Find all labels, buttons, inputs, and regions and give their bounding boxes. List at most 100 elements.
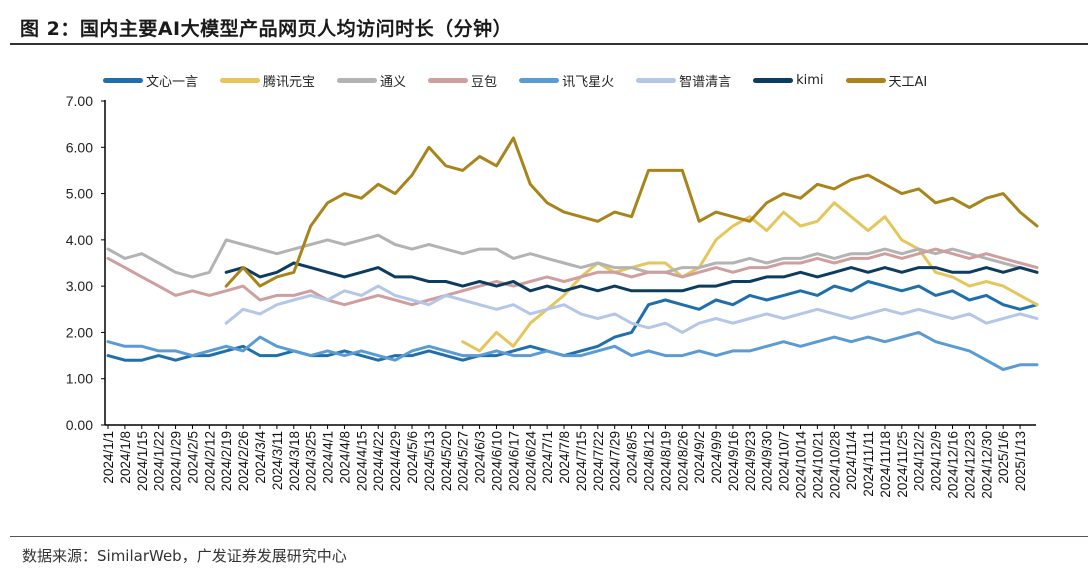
x-tick-label: 2024/4/8	[337, 431, 352, 484]
legend-item: 文心一言	[103, 71, 198, 90]
x-tick-label: 2024/2/26	[236, 431, 251, 491]
x-tick-label: 2024/9/16	[726, 431, 741, 491]
y-tick-label: 1.00	[66, 371, 93, 387]
x-tick-label: 2024/6/24	[523, 431, 538, 492]
x-tick-label: 2024/4/1	[321, 431, 336, 484]
y-tick-label: 6.00	[66, 139, 93, 155]
x-tick-label: 2024/11/25	[895, 431, 910, 498]
legend-label: kimi	[796, 73, 824, 88]
x-tick-label: 2024/1/8	[118, 431, 133, 484]
legend-swatch	[220, 78, 261, 83]
x-tick-label: 2024/2/5	[185, 431, 200, 484]
series-line-kimi	[224, 261, 1039, 293]
x-tick-label: 2024/12/30	[979, 431, 994, 499]
legend-label: 豆包	[471, 75, 498, 90]
x-tick-label: 2024/11/18	[878, 431, 893, 498]
legend-item: 天工AI	[845, 71, 928, 90]
legend-swatch	[753, 78, 794, 83]
x-tick-label: 2024/6/10	[489, 431, 504, 491]
x-tick-label: 2024/5/6	[405, 431, 420, 484]
x-tick-label: 2024/11/11	[861, 431, 876, 497]
figure-title: 图 2：国内主要AI大模型产品网页人均访问时长（分钟）	[20, 18, 513, 40]
x-tick-label: 2024/5/27	[456, 431, 471, 491]
x-tick-label: 2024/9/23	[743, 431, 758, 491]
series-line-豆包	[106, 247, 1039, 307]
x-tick-label: 2024/4/29	[388, 431, 403, 491]
y-tick-label: 7.00	[66, 93, 93, 109]
legend-swatch	[337, 78, 378, 83]
x-tick-label: 2024/9/30	[760, 431, 775, 491]
y-tick-label: 0.00	[66, 417, 93, 433]
x-tick-label: 2024/8/5	[625, 431, 640, 484]
x-tick-label: 2024/10/28	[827, 431, 842, 499]
x-tick-label: 2024/12/23	[962, 431, 977, 499]
legend-label: 天工AI	[888, 75, 928, 90]
x-tick-label: 2024/1/15	[135, 431, 150, 491]
x-tick-label: 2024/9/2	[692, 431, 707, 484]
x-tick-label: 2024/3/18	[287, 431, 302, 491]
y-tick-label: 2.00	[66, 324, 93, 340]
legend-item: kimi	[753, 71, 824, 90]
legend-swatch	[428, 78, 469, 83]
legend-item: 通义	[337, 71, 406, 90]
x-tick-label: 2024/8/12	[641, 431, 656, 491]
legend-item: 智谱清言	[636, 71, 731, 90]
x-tick-label: 2024/2/19	[219, 431, 234, 491]
series-line-天工AI	[224, 136, 1039, 288]
x-tick-label: 2024/1/22	[152, 431, 167, 491]
title-divider	[10, 43, 1088, 45]
x-tick-label: 2024/10/7	[777, 431, 792, 491]
legend-item: 豆包	[428, 71, 497, 90]
x-tick-label: 2024/3/4	[253, 431, 268, 484]
x-tick-label: 2024/5/20	[439, 431, 454, 491]
x-tick-label: 2024/2/12	[202, 431, 217, 491]
x-tick-label: 2024/7/8	[557, 431, 572, 484]
x-tick-label: 2024/12/9	[929, 431, 944, 491]
x-tick-label: 2024/12/2	[912, 431, 927, 491]
x-tick-label: 2024/3/11	[270, 431, 285, 490]
x-tick-label: 2024/6/3	[473, 431, 488, 484]
x-tick-label: 2024/12/16	[946, 431, 961, 499]
legend-label: 通义	[380, 75, 407, 90]
x-tick-label: 2024/1/1	[101, 431, 116, 484]
x-tick-label: 2024/4/15	[354, 431, 369, 491]
x-tick-label: 2024/8/26	[675, 431, 690, 491]
x-tick-label: 2024/3/25	[304, 431, 319, 491]
legend-label: 智谱清言	[679, 75, 732, 90]
legend-label: 腾讯元宝	[263, 75, 316, 90]
x-tick-label: 2024/1/29	[169, 431, 184, 491]
legend-swatch	[636, 78, 677, 83]
y-tick-label: 5.00	[66, 186, 93, 202]
series-line-腾讯元宝	[461, 201, 1039, 353]
y-tick-label: 3.00	[66, 278, 93, 294]
x-tick-label: 2024/7/1	[540, 431, 555, 484]
x-tick-label: 2024/7/15	[574, 431, 589, 491]
legend-item: 讯飞星火	[519, 71, 614, 90]
chart-legend: 文心一言 腾讯元宝 通义 豆包 讯飞星火 智谱清言 kimi 天工AI	[103, 71, 949, 90]
footer-divider	[10, 536, 1088, 537]
legend-swatch	[519, 78, 560, 83]
x-tick-label: 2024/4/22	[371, 431, 386, 491]
x-tick-label: 2024/10/21	[810, 431, 825, 499]
source-note: 数据来源：SimilarWeb，广发证券发展研究中心	[22, 547, 347, 565]
legend-label: 讯飞星火	[562, 75, 615, 90]
legend-swatch	[845, 78, 886, 83]
x-tick-label: 2025/1/13	[1013, 431, 1028, 491]
x-tick-label: 2024/7/22	[591, 431, 606, 491]
series-line-文心一言	[106, 280, 1039, 362]
x-tick-label: 2024/9/9	[709, 431, 724, 484]
x-tick-label: 2024/8/19	[658, 431, 673, 491]
series-line-讯飞星火	[106, 330, 1039, 371]
legend-label: 文心一言	[146, 75, 199, 90]
series-line-智谱清言	[224, 284, 1039, 334]
x-tick-label: 2024/6/17	[506, 431, 521, 491]
x-tick-label: 2024/5/13	[422, 431, 437, 491]
x-tick-label: 2025/1/6	[996, 431, 1011, 484]
y-tick-label: 4.00	[66, 232, 93, 248]
legend-item: 腾讯元宝	[220, 71, 315, 90]
legend-swatch	[103, 78, 143, 83]
x-tick-label: 2024/10/14	[793, 431, 808, 499]
x-tick-label: 2024/7/29	[608, 431, 623, 491]
series-line-通义	[106, 233, 1039, 279]
